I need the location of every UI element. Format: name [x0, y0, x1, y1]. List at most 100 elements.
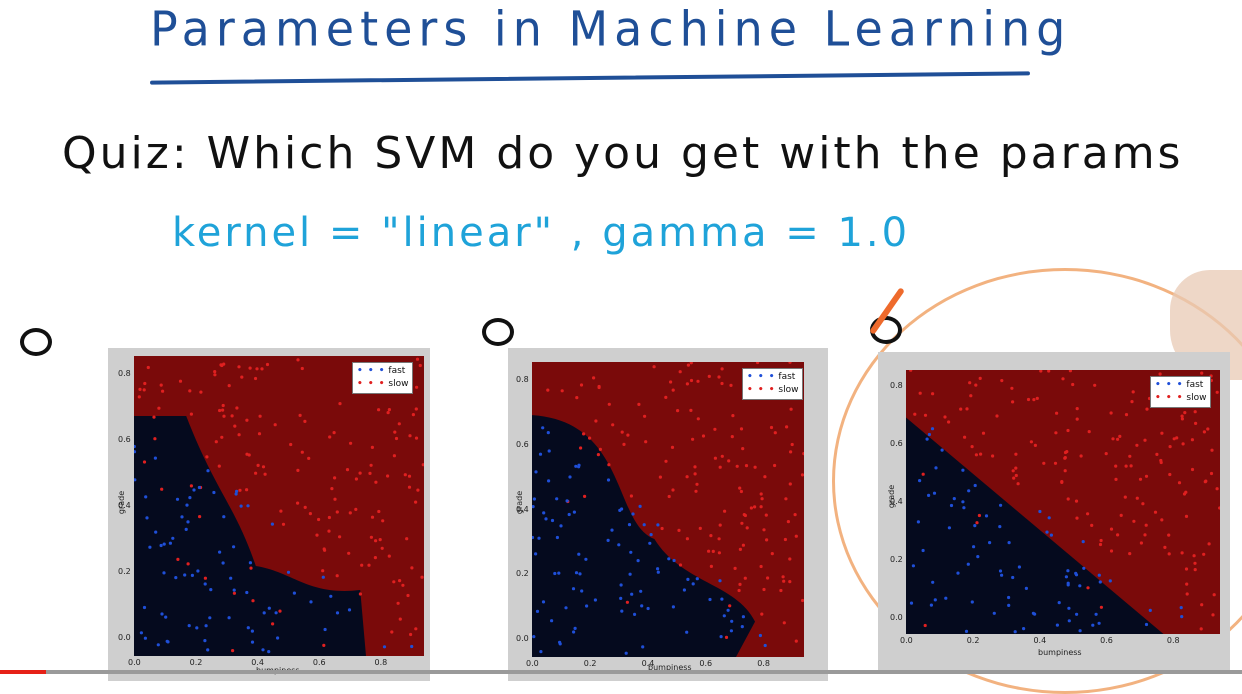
fast-point: [964, 629, 969, 633]
fast-point: [1055, 623, 1059, 627]
slow-point: [1160, 431, 1164, 435]
slow-point: [1014, 466, 1018, 470]
fast-point: [577, 465, 581, 469]
option-3-plot-area: [906, 370, 1220, 634]
option-1-chart[interactable]: • • • fast • • • slow grade bumpiness 0.…: [108, 348, 430, 681]
slow-point: [354, 477, 358, 481]
fast-point: [541, 600, 546, 604]
fast-point: [638, 504, 642, 508]
legend-slow-marker: • • •: [747, 385, 776, 395]
fast-point: [686, 577, 690, 581]
slow-point: [738, 547, 742, 551]
fast-point: [286, 570, 291, 574]
fast-point: [584, 557, 588, 561]
slow-point: [1159, 460, 1163, 465]
slow-point: [1066, 428, 1070, 433]
slow-point: [1215, 390, 1219, 394]
slow-point: [1086, 586, 1090, 590]
slow-point: [727, 459, 731, 463]
slow-point: [1090, 523, 1094, 527]
slow-point: [696, 379, 700, 383]
fast-point: [190, 573, 194, 577]
option-2-xlabel: bumpiness: [648, 663, 692, 672]
legend-fast-marker: • • •: [1155, 380, 1184, 390]
fast-point: [335, 611, 340, 615]
fast-point: [619, 596, 623, 600]
slow-point: [913, 412, 917, 416]
slow-point: [1011, 400, 1015, 404]
fast-point: [235, 489, 239, 493]
fast-point: [580, 589, 584, 593]
fast-point: [222, 515, 226, 519]
slow-point: [360, 563, 364, 567]
video-progress-bar[interactable]: [0, 670, 1242, 674]
slow-point: [760, 612, 764, 616]
slow-point: [1144, 523, 1148, 527]
fast-point: [555, 497, 559, 501]
fast-point: [708, 597, 712, 602]
fast-point: [961, 500, 965, 504]
option-2-radio[interactable]: [482, 318, 514, 346]
slow-point: [959, 407, 963, 411]
fast-point: [196, 569, 200, 573]
option-3-chart[interactable]: • • • fast • • • slow grade bumpiness 0.…: [878, 352, 1230, 670]
fast-point: [309, 600, 313, 604]
slow-point: [394, 436, 399, 441]
fast-point: [1049, 533, 1053, 537]
y-tick-label: 0.6: [516, 439, 529, 449]
fast-point: [267, 650, 271, 654]
slow-point: [1181, 442, 1185, 446]
fast-point: [160, 612, 164, 616]
fast-point: [329, 594, 333, 598]
option-3-legend: • • • fast • • • slow: [1150, 376, 1212, 408]
slow-point: [626, 433, 630, 437]
slow-point: [176, 557, 180, 561]
fast-point: [565, 499, 569, 503]
slow-point: [611, 423, 615, 427]
slow-point: [198, 515, 202, 519]
slow-point: [257, 432, 262, 436]
fast-point: [691, 582, 695, 586]
fast-point: [916, 520, 920, 524]
slow-point: [1209, 471, 1214, 476]
fast-region: [906, 417, 1164, 634]
slow-point: [137, 395, 141, 399]
slow-point: [368, 471, 372, 475]
slow-point: [592, 376, 596, 380]
slow-point: [660, 526, 664, 531]
slow-point: [671, 388, 675, 392]
fast-point: [139, 631, 143, 635]
y-tick-label: 0.4: [118, 501, 131, 510]
slow-point: [594, 419, 598, 423]
fast-point: [606, 538, 610, 542]
x-tick-label: 0.8: [1166, 636, 1180, 645]
slow-point: [981, 431, 986, 435]
fast-point: [1094, 612, 1098, 616]
option-2-chart[interactable]: • • • fast • • • slow grade bumpiness 0.…: [508, 348, 828, 681]
fast-point: [534, 552, 538, 556]
fast-point: [642, 523, 646, 527]
slow-point: [406, 593, 410, 598]
slow-point: [1143, 438, 1147, 442]
slow-point: [1212, 593, 1216, 597]
slow-point: [411, 413, 415, 417]
slow-point: [1114, 464, 1118, 468]
slow-point: [199, 390, 203, 394]
slow-point: [322, 547, 326, 551]
slow-point: [1014, 473, 1018, 478]
option-1-radio[interactable]: [20, 328, 52, 356]
slow-point: [393, 430, 397, 434]
fast-point: [628, 572, 632, 576]
slow-point: [720, 454, 724, 458]
fast-point: [246, 504, 250, 508]
slow-point: [1099, 538, 1103, 543]
slow-point: [367, 563, 371, 567]
slow-point: [146, 365, 150, 370]
slow-point: [233, 424, 237, 428]
x-tick-label: 0.4: [1033, 636, 1047, 645]
slow-point: [1075, 417, 1079, 421]
slow-point: [333, 497, 337, 501]
fast-point: [1074, 573, 1079, 577]
slow-point: [387, 554, 391, 558]
slow-point: [763, 475, 767, 479]
